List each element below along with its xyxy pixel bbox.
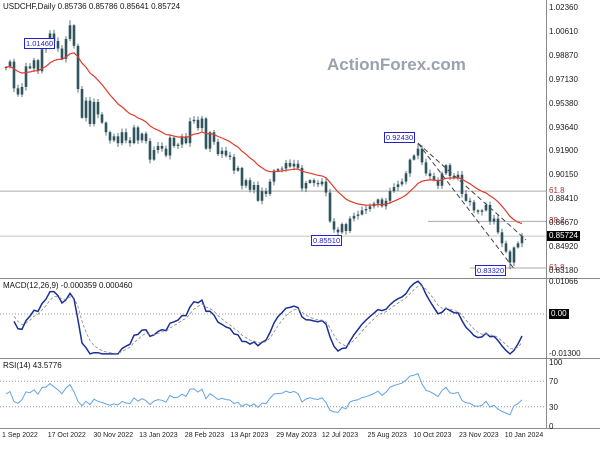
macd-indicator-label: MACD(12,26,9) -0.000359 0.000460: [3, 281, 133, 290]
watermark: ActionForex.com: [327, 55, 466, 74]
symbol-ohlc-title: USDCHF,Daily 0.85736 0.85786 0.85641 0.8…: [3, 2, 181, 11]
rsi-indicator-label: RSI(14) 43.5776: [3, 361, 62, 370]
